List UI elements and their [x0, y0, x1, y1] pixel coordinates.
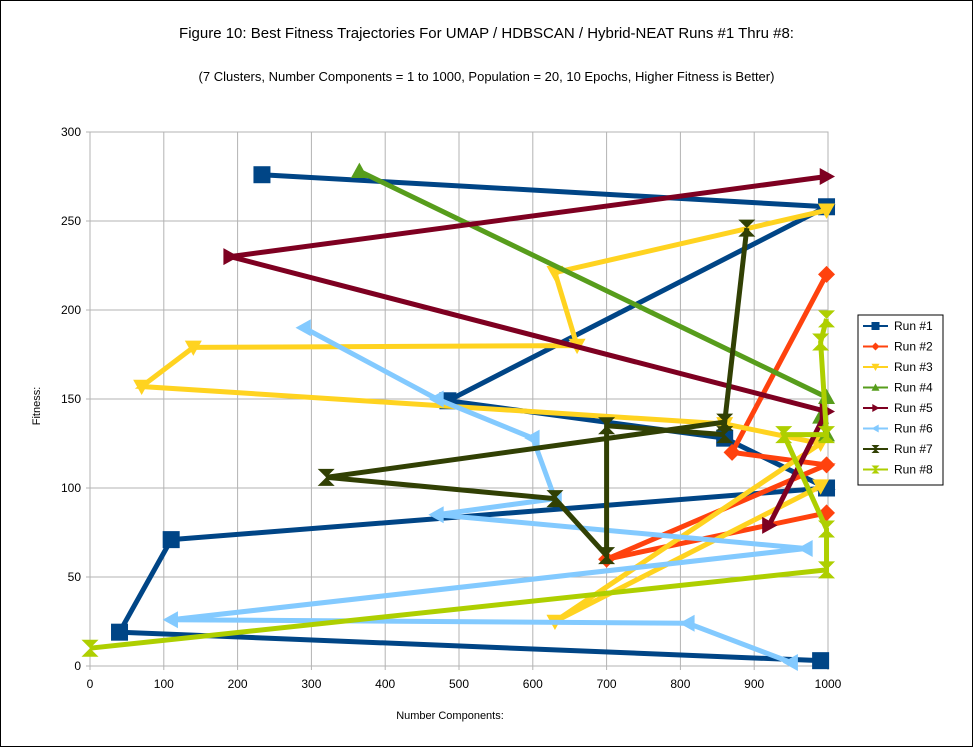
y-tick-label: 200 [61, 303, 81, 317]
data-point [524, 429, 540, 447]
data-point [818, 203, 836, 219]
legend-marker [871, 445, 880, 453]
legend-marker [871, 322, 880, 330]
data-point [111, 623, 129, 641]
data-point [295, 319, 311, 337]
y-tick-label: 250 [61, 214, 81, 228]
x-tick-label: 800 [670, 677, 690, 691]
data-point [762, 516, 778, 534]
legend-marker [871, 383, 880, 391]
data-point [184, 340, 202, 356]
series-line [325, 227, 750, 563]
legend-item: Run #1 [863, 319, 933, 333]
y-tick-label: 100 [61, 481, 81, 495]
chart-title: Figure 10: Best Fitness Trajectories For… [179, 25, 794, 42]
x-tick-label: 1000 [815, 677, 842, 691]
legend-label: Run #7 [894, 442, 933, 456]
x-axis-label: Number Components: [396, 710, 504, 722]
legend-item: Run #7 [863, 442, 933, 456]
data-point [782, 653, 798, 671]
x-tick-label: 500 [449, 677, 469, 691]
data-point [716, 426, 734, 444]
data-point [428, 506, 444, 524]
legend-box [857, 314, 944, 486]
data-point [350, 162, 368, 178]
data-point [812, 479, 830, 495]
x-tick-label: 700 [597, 677, 617, 691]
data-point [162, 531, 180, 549]
legend-marker [872, 404, 880, 412]
data-point [162, 611, 178, 629]
data-point [317, 468, 335, 486]
legend-marker [871, 342, 880, 351]
legend-label: Run #8 [894, 463, 933, 477]
legend-label: Run #5 [894, 401, 933, 415]
y-tick-label: 50 [68, 570, 82, 584]
legend-marker [871, 424, 879, 433]
data-point [812, 652, 830, 670]
series-8 [81, 310, 836, 657]
legend-item: Run #2 [863, 340, 933, 354]
x-tick-label: 400 [375, 677, 395, 691]
grid-layer [86, 131, 829, 670]
data-point [253, 166, 271, 184]
legend-label: Run #2 [894, 340, 933, 354]
legend-item: Run #6 [863, 422, 933, 436]
legend-item: Run #8 [863, 463, 933, 477]
x-tick-label: 100 [154, 677, 174, 691]
x-tick-label: 300 [301, 677, 321, 691]
y-tick-label: 300 [61, 125, 81, 139]
legend-label: Run #4 [894, 381, 933, 395]
y-tick-label: 0 [74, 659, 81, 673]
data-point [819, 168, 836, 185]
data-point [818, 426, 836, 444]
y-tick-label: 150 [61, 392, 81, 406]
data-point [797, 540, 813, 558]
legend-item: Run #4 [863, 381, 933, 395]
legend-marker [871, 363, 880, 371]
series-7 [317, 219, 756, 565]
data-point [81, 639, 99, 657]
data-point [818, 265, 836, 283]
data-point [223, 248, 239, 266]
data-point [133, 379, 151, 396]
tick-labels: 0 100 200 300 400 500 600 700 800 900 1000 0 50 100 15… [61, 125, 842, 691]
data-point [818, 520, 836, 538]
legend-label: Run #3 [894, 360, 933, 374]
data-point [818, 561, 836, 579]
x-tick-label: 600 [523, 677, 543, 691]
series-line [89, 318, 830, 651]
x-tick-label: 200 [228, 677, 248, 691]
data-point [818, 310, 836, 328]
legend-label: Run #6 [894, 422, 933, 436]
data-point [723, 443, 741, 461]
data-point [775, 426, 793, 444]
data-point [738, 219, 756, 237]
legend-label: Run #1 [894, 319, 933, 333]
data-point [428, 390, 444, 408]
chart-subtitle: (7 Clusters, Number Components = 1 to 10… [198, 69, 775, 84]
legend-item: Run #5 [863, 401, 933, 415]
data-point [818, 456, 836, 474]
x-tick-label: 900 [744, 677, 764, 691]
series-line [115, 172, 836, 664]
data-point [546, 490, 564, 508]
x-tick-label: 0 [87, 677, 94, 691]
legend-item: Run #3 [863, 360, 933, 374]
data-point [598, 417, 616, 435]
legend-marker [871, 465, 880, 474]
data-point [598, 547, 616, 565]
series-layer [81, 162, 836, 671]
legend: Run #1 Run #2 Run #3 Run #4 Run #5 Run #6 Run … [857, 314, 944, 486]
data-point [812, 333, 830, 351]
data-point [679, 614, 695, 632]
